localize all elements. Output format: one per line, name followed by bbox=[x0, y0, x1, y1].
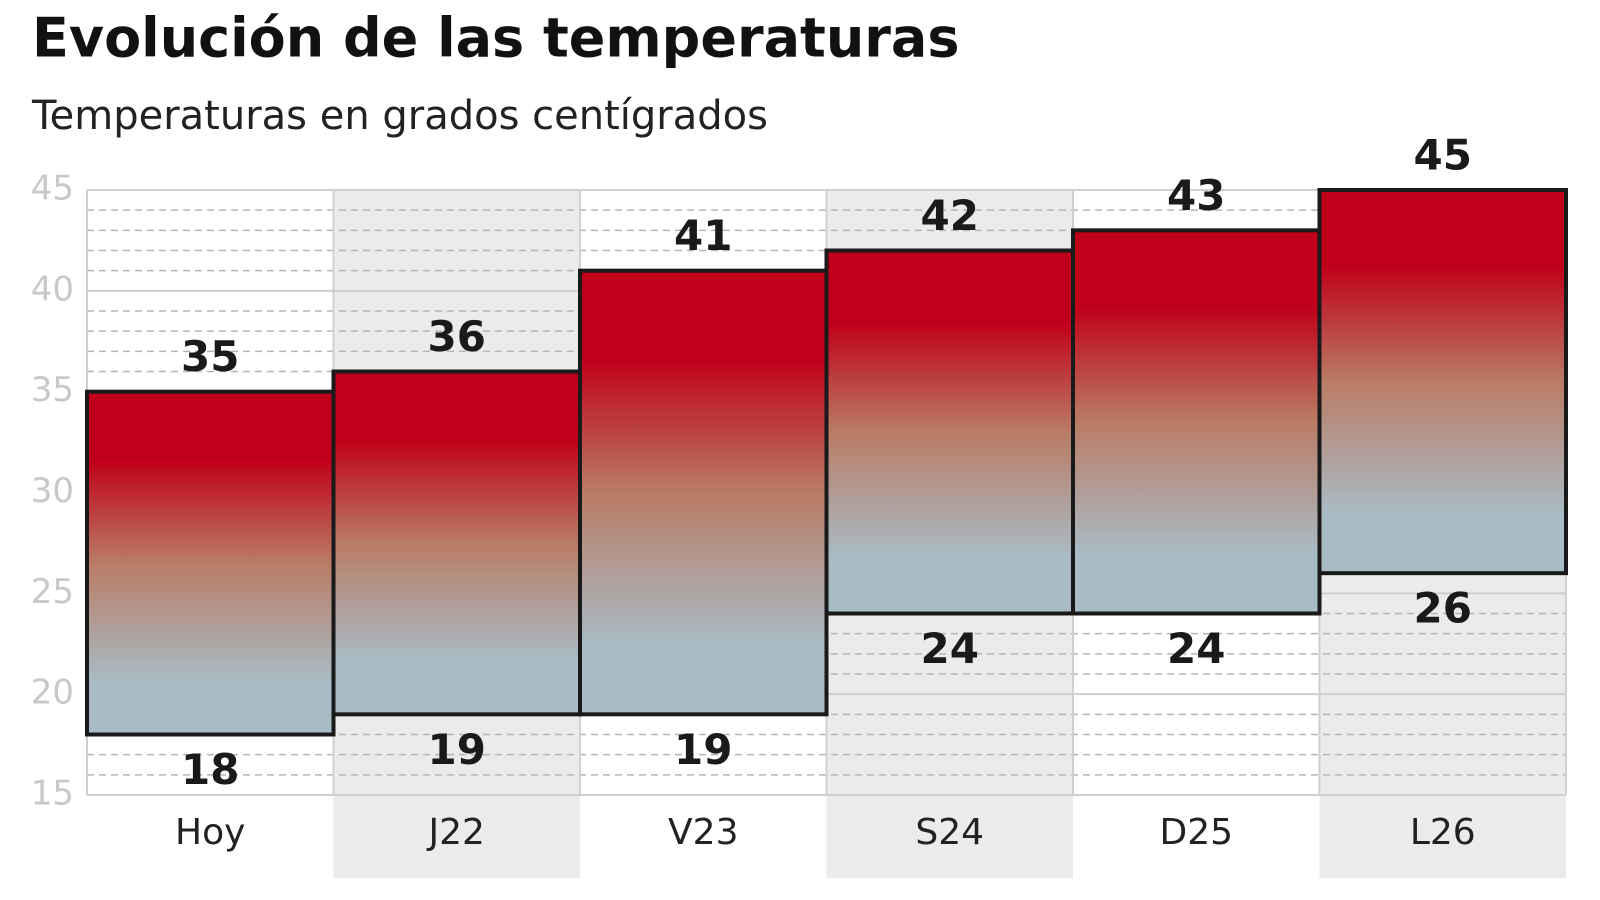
range-bar bbox=[1317, 188, 1568, 576]
y-tick-label: 30 bbox=[31, 471, 74, 511]
x-tick-label: S24 bbox=[915, 812, 984, 853]
y-tick-label: 25 bbox=[31, 572, 74, 612]
range-bar bbox=[824, 248, 1075, 616]
x-tick-label: Hoy bbox=[175, 812, 245, 853]
max-label: 45 bbox=[1414, 131, 1472, 180]
y-tick-label: 35 bbox=[31, 370, 74, 410]
min-label: 19 bbox=[674, 725, 732, 774]
min-label: 24 bbox=[921, 624, 979, 673]
max-label: 35 bbox=[181, 332, 239, 381]
chart-title: Evolución de las temperaturas bbox=[32, 7, 960, 70]
min-label: 18 bbox=[181, 745, 239, 794]
max-label: 36 bbox=[428, 312, 486, 361]
min-label: 26 bbox=[1414, 584, 1472, 633]
min-label: 19 bbox=[428, 725, 486, 774]
y-tick-label: 20 bbox=[31, 673, 74, 713]
range-bar bbox=[578, 268, 829, 717]
range-bar bbox=[1071, 228, 1322, 616]
y-tick-label: 45 bbox=[31, 169, 74, 209]
y-tick-label: 40 bbox=[31, 269, 74, 309]
max-label: 42 bbox=[921, 191, 979, 240]
x-tick-label: J22 bbox=[427, 812, 485, 853]
min-label: 24 bbox=[1167, 624, 1225, 673]
y-tick-label: 15 bbox=[31, 774, 74, 814]
x-tick-label: D25 bbox=[1159, 812, 1233, 853]
range-bar bbox=[331, 369, 582, 717]
range-bar bbox=[85, 389, 336, 737]
max-label: 41 bbox=[674, 211, 732, 260]
max-label: 43 bbox=[1167, 171, 1225, 220]
x-tick-label: L26 bbox=[1410, 812, 1476, 853]
chart-subtitle: Temperaturas en grados centígrados bbox=[31, 93, 768, 139]
x-tick-label: V23 bbox=[668, 812, 738, 853]
